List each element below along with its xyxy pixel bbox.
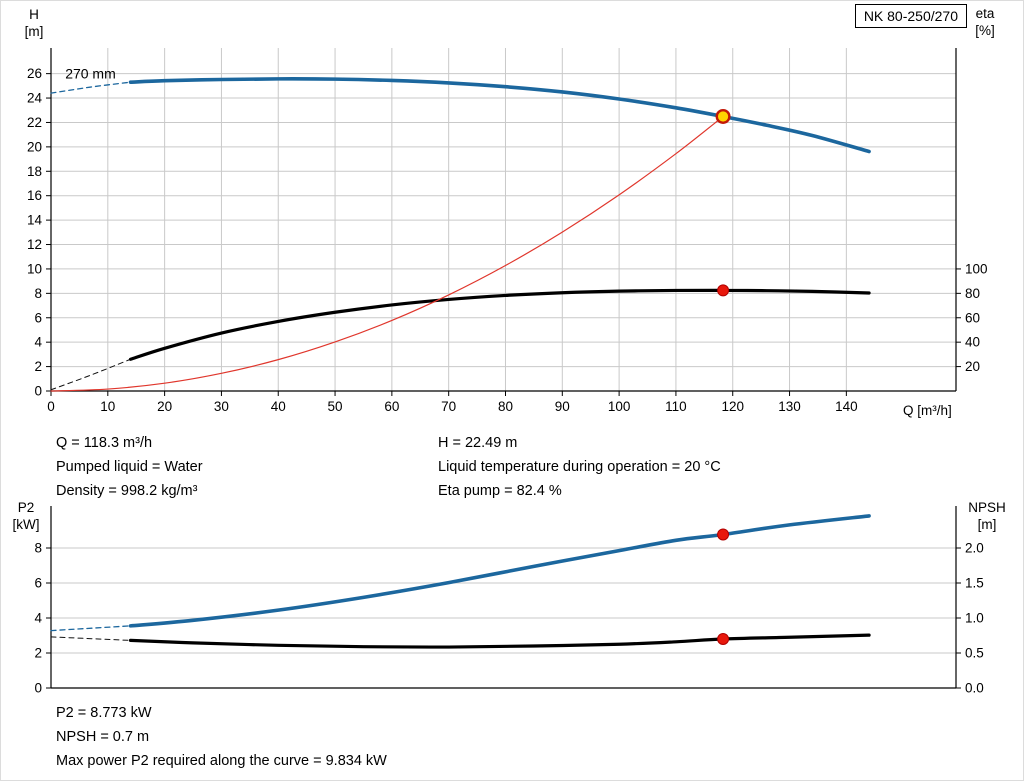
eta-axis-label: eta [%] xyxy=(964,5,1006,39)
npsh-axis-label: NPSH [m] xyxy=(963,499,1011,533)
svg-text:1.0: 1.0 xyxy=(965,611,984,626)
head-readout: H = 22.49 m xyxy=(438,435,518,451)
duty-point-head xyxy=(715,108,731,124)
p2-curve xyxy=(128,514,871,628)
svg-text:0: 0 xyxy=(34,384,42,399)
p2-readout: P2 = 8.773 kW xyxy=(56,705,152,721)
eta-axis-label-unit: [%] xyxy=(975,23,995,38)
npsh-axis-label-symbol: NPSH xyxy=(968,500,1006,515)
power-npsh-chart: 0 2 4 6 8 0.0 0.5 1.0 1.5 2.0 xyxy=(34,506,984,696)
svg-text:40: 40 xyxy=(965,335,980,350)
svg-text:12: 12 xyxy=(27,237,42,252)
liquid-temperature-readout: Liquid temperature during operation = 20… xyxy=(438,459,721,475)
svg-text:60: 60 xyxy=(965,310,980,325)
eta-axis-label-symbol: eta xyxy=(975,6,995,21)
svg-text:20: 20 xyxy=(965,359,980,374)
head-curve-extrapolated xyxy=(50,81,132,94)
h-axis-label-symbol: H xyxy=(29,7,39,22)
density-readout: Density = 998.2 kg/m³ xyxy=(56,483,198,499)
svg-text:0.5: 0.5 xyxy=(965,646,984,661)
q-axis-label: Q [m³/h] xyxy=(903,403,952,418)
svg-text:2: 2 xyxy=(34,646,42,661)
svg-text:100: 100 xyxy=(965,261,988,276)
duty-point-npsh xyxy=(717,633,730,645)
npsh-axis-label-unit: [m] xyxy=(977,517,997,532)
flow-readout: Q = 118.3 m³/h xyxy=(56,435,153,451)
p2-axis-label-symbol: P2 xyxy=(17,500,35,515)
svg-text:1.5: 1.5 xyxy=(965,576,984,591)
svg-text:90: 90 xyxy=(555,399,570,414)
pump-model-badge: NK 80-250/270 xyxy=(854,4,967,28)
svg-text:14: 14 xyxy=(27,213,43,228)
duty-point-p2 xyxy=(717,528,730,541)
duty-point-eta xyxy=(717,284,730,297)
max-power-readout: Max power P2 required along the curve = … xyxy=(56,753,387,769)
svg-text:2.0: 2.0 xyxy=(965,541,984,556)
pumped-liquid-readout: Pumped liquid = Water xyxy=(56,459,203,475)
svg-text:60: 60 xyxy=(384,399,399,414)
npsh-curve xyxy=(128,633,871,649)
eta-curve-extrapolated xyxy=(50,358,132,391)
svg-text:20: 20 xyxy=(27,139,42,154)
head-curve xyxy=(128,77,871,154)
svg-text:8: 8 xyxy=(34,286,42,301)
svg-text:22: 22 xyxy=(27,115,42,130)
impeller-size-annotation: 270 mm xyxy=(65,66,116,82)
svg-text:20: 20 xyxy=(157,399,172,414)
duty-readout-column-right: H = 22.49 m Liquid temperature during op… xyxy=(438,431,721,503)
svg-text:140: 140 xyxy=(835,399,858,414)
svg-text:10: 10 xyxy=(100,399,115,414)
svg-text:6: 6 xyxy=(34,576,42,591)
p2-curve-extrapolated xyxy=(50,625,132,632)
svg-text:4: 4 xyxy=(34,335,42,350)
p2-axis-label-unit: [kW] xyxy=(12,517,40,532)
svg-text:70: 70 xyxy=(441,399,456,414)
h-axis-label: H [m] xyxy=(16,6,52,40)
svg-text:30: 30 xyxy=(214,399,229,414)
svg-text:100: 100 xyxy=(608,399,631,414)
power-readout-column: P2 = 8.773 kW NPSH = 0.7 m Max power P2 … xyxy=(56,701,387,773)
svg-text:80: 80 xyxy=(965,286,980,301)
svg-text:0.0: 0.0 xyxy=(965,681,984,696)
eta-pump-readout: Eta pump = 82.4 % xyxy=(438,483,562,499)
h-axis-label-unit: [m] xyxy=(24,24,44,39)
svg-text:80: 80 xyxy=(498,399,513,414)
svg-text:10: 10 xyxy=(27,261,42,276)
system-curve xyxy=(50,115,724,392)
svg-text:0: 0 xyxy=(34,681,42,696)
eta-curve xyxy=(128,288,871,361)
svg-text:110: 110 xyxy=(665,399,687,414)
svg-text:120: 120 xyxy=(721,399,744,414)
p2-axis-label: P2 [kW] xyxy=(6,499,46,533)
svg-text:16: 16 xyxy=(27,188,42,203)
svg-text:8: 8 xyxy=(34,541,42,556)
svg-text:4: 4 xyxy=(34,611,42,626)
svg-text:18: 18 xyxy=(27,164,42,179)
svg-text:6: 6 xyxy=(34,310,42,325)
svg-text:0: 0 xyxy=(47,399,55,414)
svg-text:24: 24 xyxy=(27,91,43,106)
svg-text:2: 2 xyxy=(34,359,42,374)
npsh-curve-extrapolated xyxy=(50,636,132,641)
duty-readout-column-left: Q = 118.3 m³/h Pumped liquid = Water Den… xyxy=(56,431,203,503)
svg-text:40: 40 xyxy=(271,399,286,414)
npsh-readout: NPSH = 0.7 m xyxy=(56,729,150,745)
svg-text:130: 130 xyxy=(778,399,801,414)
svg-text:50: 50 xyxy=(328,399,343,414)
svg-text:26: 26 xyxy=(27,66,42,81)
